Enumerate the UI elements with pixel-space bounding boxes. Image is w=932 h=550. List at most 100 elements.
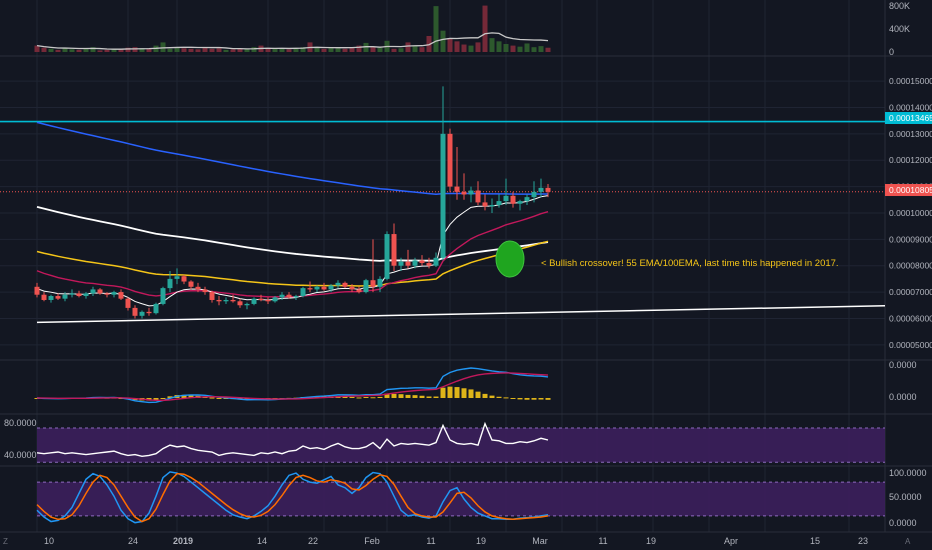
macd-histogram-bar [370,397,376,399]
stoch-panel [36,471,885,524]
volume-bar [230,49,236,52]
candle-body [34,286,40,295]
time-tick: Apr [724,536,738,546]
candle-body [321,286,327,290]
time-tick: Mar [532,536,548,546]
candle-body [223,299,229,302]
price-tick: 0.00015000 [889,76,932,86]
candle-body [468,190,474,195]
auto-scale-button[interactable]: A [905,537,911,546]
price-tick: 0.00007000 [889,287,932,297]
macd-histogram-bar [377,396,383,398]
macd-histogram-bar [538,398,544,400]
macd-histogram-bar [482,393,488,398]
time-tick: 10 [44,536,54,546]
macd-panel [34,367,551,404]
candle-body [475,190,481,203]
candle-body [118,292,124,299]
macd-histogram-bar [314,396,320,398]
candle-body [293,296,299,298]
macd-histogram-bar [216,398,222,399]
candle-body [181,276,187,282]
stoch-axis: 100.0000 50.0000 0.0000 [889,468,927,528]
candle-body [237,301,243,306]
macd-histogram-bar [461,388,467,398]
volume-bar [468,45,474,52]
volume-bar [356,45,362,52]
rsi-tick: 40.0000 [4,450,37,460]
current-price-label: 0.00010805 [889,185,932,195]
volume-bar [76,49,82,52]
candle-body [90,289,96,294]
ema-21-line [36,211,549,298]
time-tick: 15 [810,536,820,546]
resistance-price-tag [885,112,932,124]
volume-bar [195,49,201,52]
volume-bar [97,50,103,52]
candle-body [545,187,551,192]
candle-body [125,298,131,308]
macd-histogram-bar [391,393,397,398]
volume-bar [209,48,215,52]
time-tick: 11 [426,536,435,546]
volume-tick: 400K [889,24,910,34]
time-tick: 22 [308,536,318,546]
volume-bar [454,41,460,52]
volume-bar [174,47,180,52]
time-tick: 24 [128,536,138,546]
candle-body [76,293,82,297]
candle-body [538,187,544,192]
macd-histogram-bar [524,398,530,400]
stoch-tick: 50.0000 [889,492,922,502]
candle-body [202,289,208,293]
time-tick: 14 [257,536,267,546]
candle-body [517,201,523,204]
macd-histogram-bar [426,396,432,398]
candle-body [167,278,173,289]
candle-body [258,298,264,300]
price-tick: 0.00014000 [889,102,932,112]
volume-bar [405,42,411,52]
candle-body [62,294,68,299]
rsi-band [37,428,885,463]
candle-body [335,282,341,286]
timezone-corner-label[interactable]: Z [3,537,8,546]
volume-bar [314,47,320,52]
candle-body [412,260,418,266]
volume-bar [48,48,54,52]
candle-body [41,294,47,300]
macd-histogram-bar [244,398,250,400]
candle-body [433,257,439,266]
macd-histogram-bar [489,395,495,398]
candle-body [174,276,180,279]
crossover-highlight-circle [495,240,525,278]
candle-body [510,195,516,204]
candle-body [328,285,334,290]
volume-bar [328,47,334,52]
volume-bar [391,48,397,52]
volume-bar [489,38,495,52]
volume-ma-line [36,32,549,50]
macd-histogram-bar [419,395,425,398]
macd-histogram-bar [349,396,355,398]
volume-bar [496,41,502,52]
candle-body [454,186,460,192]
macd-histogram-bar [531,398,537,400]
stoch-d-line [36,472,549,523]
volume-panel [34,5,551,53]
candle-body [230,299,236,302]
volume-bar [188,48,194,52]
candle-body [482,202,488,207]
support-trendline [36,305,886,324]
volume-bar [440,30,446,52]
volume-bar [510,45,516,52]
volume-bar [237,48,243,52]
candle-body [489,205,495,207]
price-tick: 0.00010000 [889,208,932,218]
volume-bar [482,5,488,53]
rsi-tick: 80.0000 [4,418,37,428]
candle-body [307,288,313,290]
volume-bar [244,49,250,52]
